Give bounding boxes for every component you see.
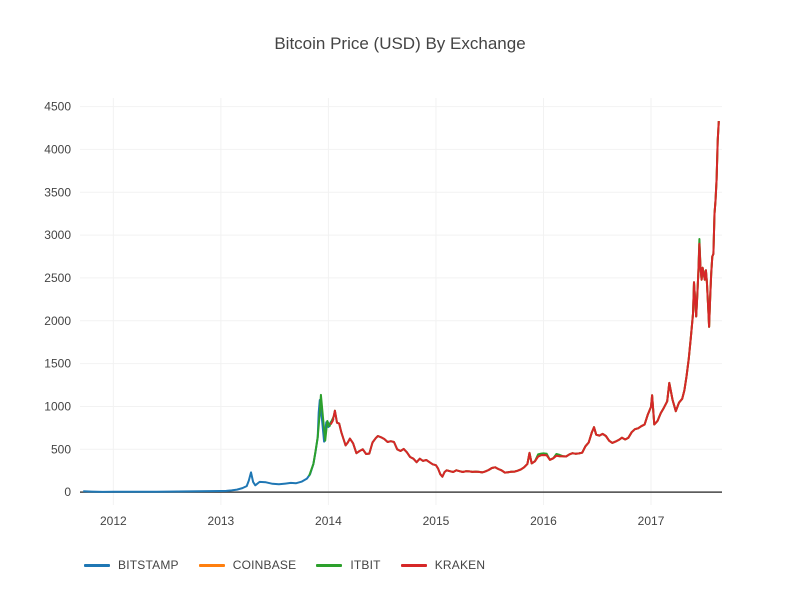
y-tick-label: 2500 xyxy=(44,271,71,285)
y-tick-label: 3500 xyxy=(44,185,71,199)
legend-item-bitstamp[interactable]: BITSTAMP xyxy=(84,558,179,572)
legend: BITSTAMP COINBASE ITBIT KRAKEN xyxy=(84,558,485,572)
legend-label: COINBASE xyxy=(232,558,297,572)
chart-title: Bitcoin Price (USD) By Exchange xyxy=(274,34,526,53)
legend-item-coinbase[interactable]: COINBASE xyxy=(198,558,297,572)
y-tick-label: 2000 xyxy=(44,314,71,328)
legend-line-icon xyxy=(316,563,343,567)
x-tick-label: 2015 xyxy=(423,514,450,528)
legend-label: ITBIT xyxy=(350,558,381,572)
series-line-coinbase[interactable] xyxy=(446,121,720,474)
legend-line-icon xyxy=(400,563,427,567)
x-tick-label: 2016 xyxy=(530,514,557,528)
y-tick-label: 4000 xyxy=(44,142,71,156)
x-tick-label: 2017 xyxy=(638,514,665,528)
series-lines xyxy=(83,121,720,493)
series-line-itbit[interactable] xyxy=(308,121,720,478)
y-tick-label: 500 xyxy=(51,442,71,456)
series-line-bitstamp[interactable] xyxy=(83,399,335,493)
series-line-kraken[interactable] xyxy=(329,121,720,478)
y-tick-label: 1500 xyxy=(44,357,71,371)
legend-label: BITSTAMP xyxy=(118,558,179,572)
axis-tick-labels: 0 500 1000 1500 2000 2500 3000 3500 4000 4500 2012… xyxy=(44,100,664,528)
legend-line-icon xyxy=(198,563,225,567)
y-tick-label: 4500 xyxy=(44,100,71,114)
gridlines xyxy=(80,98,722,505)
legend-item-itbit[interactable]: ITBIT xyxy=(316,558,380,572)
y-tick-label: 0 xyxy=(64,485,71,499)
legend-line-icon xyxy=(84,563,110,567)
y-tick-label: 1000 xyxy=(44,399,71,413)
x-tick-label: 2012 xyxy=(100,514,127,528)
legend-label: KRAKEN xyxy=(434,558,486,572)
y-tick-label: 3000 xyxy=(44,228,71,242)
legend-item-kraken[interactable]: KRAKEN xyxy=(400,558,486,572)
x-tick-label: 2013 xyxy=(208,514,235,528)
x-tick-label: 2014 xyxy=(315,514,342,528)
